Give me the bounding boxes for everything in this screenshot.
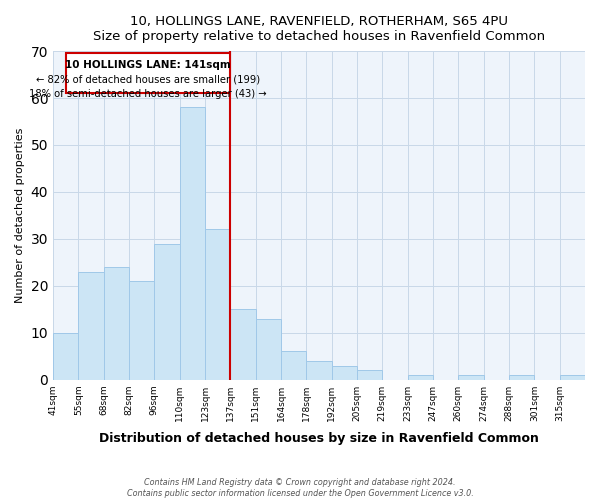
FancyBboxPatch shape	[66, 54, 230, 94]
X-axis label: Distribution of detached houses by size in Ravenfield Common: Distribution of detached houses by size …	[99, 432, 539, 445]
Bar	[104, 267, 129, 380]
Text: Contains HM Land Registry data © Crown copyright and database right 2024.
Contai: Contains HM Land Registry data © Crown c…	[127, 478, 473, 498]
Bar	[307, 361, 332, 380]
Bar	[179, 108, 205, 380]
Bar	[154, 244, 179, 380]
Text: 18% of semi-detached houses are larger (43) →: 18% of semi-detached houses are larger (…	[29, 88, 267, 99]
Bar	[256, 318, 281, 380]
Title: 10, HOLLINGS LANE, RAVENFIELD, ROTHERHAM, S65 4PU
Size of property relative to d: 10, HOLLINGS LANE, RAVENFIELD, ROTHERHAM…	[93, 15, 545, 43]
Bar	[332, 366, 357, 380]
Text: ← 82% of detached houses are smaller (199): ← 82% of detached houses are smaller (19…	[36, 74, 260, 85]
Bar	[79, 272, 104, 380]
Bar	[509, 375, 535, 380]
Y-axis label: Number of detached properties: Number of detached properties	[15, 128, 25, 303]
Bar	[230, 310, 256, 380]
Bar	[560, 375, 585, 380]
Bar	[129, 281, 154, 380]
Text: 10 HOLLINGS LANE: 141sqm: 10 HOLLINGS LANE: 141sqm	[65, 60, 231, 70]
Bar	[281, 352, 307, 380]
Bar	[407, 375, 433, 380]
Bar	[458, 375, 484, 380]
Bar	[357, 370, 382, 380]
Bar	[53, 332, 79, 380]
Bar	[205, 230, 230, 380]
